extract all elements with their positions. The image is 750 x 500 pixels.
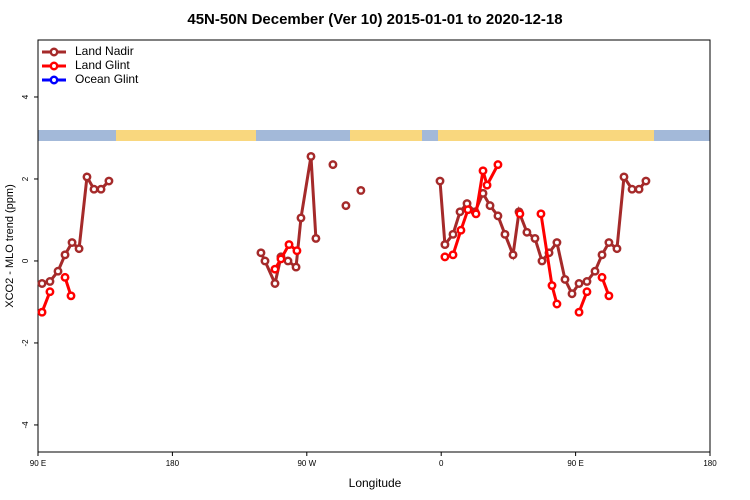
data-point bbox=[619, 172, 629, 182]
data-point bbox=[292, 246, 302, 256]
data-point bbox=[597, 272, 607, 282]
data-point bbox=[82, 172, 92, 182]
data-point bbox=[612, 244, 622, 254]
data-point bbox=[537, 256, 547, 266]
y-tick-label: 0 bbox=[21, 258, 30, 263]
data-point bbox=[485, 201, 495, 211]
data-point bbox=[104, 176, 114, 186]
data-point bbox=[634, 184, 644, 194]
series-line bbox=[41, 156, 648, 297]
data-point bbox=[574, 279, 584, 288]
data-point bbox=[270, 279, 280, 288]
data-point bbox=[604, 291, 614, 301]
data-point bbox=[515, 209, 525, 219]
y-tick-label: -2 bbox=[21, 339, 30, 347]
data-point bbox=[96, 184, 106, 194]
legend-marker bbox=[49, 61, 59, 71]
data-point bbox=[89, 184, 99, 194]
data-point bbox=[448, 229, 458, 239]
series-line bbox=[40, 163, 611, 313]
data-point bbox=[53, 266, 63, 276]
data-point bbox=[560, 274, 570, 284]
data-point bbox=[291, 262, 301, 272]
data-point bbox=[627, 184, 637, 194]
data-point bbox=[356, 186, 366, 195]
data-point bbox=[270, 264, 280, 274]
legend-marker bbox=[49, 47, 59, 57]
data-point bbox=[283, 256, 293, 266]
x-tick-label: 180 bbox=[703, 459, 717, 468]
chart-title: 45N-50N December (Ver 10) 2015-01-01 to … bbox=[187, 11, 562, 28]
data-point bbox=[597, 250, 607, 260]
x-axis-label: Longitude bbox=[349, 476, 402, 490]
data-point bbox=[60, 250, 70, 260]
data-point bbox=[641, 176, 651, 186]
y-tick-label: 4 bbox=[21, 94, 30, 99]
data-point bbox=[66, 291, 76, 301]
data-point bbox=[455, 207, 465, 217]
legend-label: Ocean Glint bbox=[75, 72, 139, 86]
data-point bbox=[328, 160, 338, 170]
data-point bbox=[463, 205, 473, 215]
data-point bbox=[284, 240, 294, 250]
data-point bbox=[552, 238, 562, 247]
data-point bbox=[604, 238, 614, 247]
map-strip bbox=[38, 130, 710, 141]
data-point bbox=[311, 233, 321, 243]
data-point bbox=[482, 180, 492, 190]
data-point bbox=[493, 160, 503, 170]
y-tick-label: -4 bbox=[21, 421, 30, 429]
data-point bbox=[478, 166, 488, 176]
data-point bbox=[456, 225, 466, 235]
x-tick-label: 90 E bbox=[567, 459, 583, 468]
data-point bbox=[574, 307, 584, 317]
data-point bbox=[306, 151, 316, 161]
data-point bbox=[508, 250, 518, 260]
data-point bbox=[37, 279, 47, 288]
data-point bbox=[522, 227, 532, 237]
data-point bbox=[260, 256, 270, 266]
plot-frame bbox=[37, 39, 711, 453]
data-point bbox=[341, 201, 351, 211]
data-point bbox=[582, 277, 592, 286]
data-point bbox=[440, 252, 450, 262]
x-tick-label: 180 bbox=[166, 459, 180, 468]
data-point bbox=[582, 287, 592, 297]
data-point bbox=[435, 176, 445, 186]
data-point bbox=[440, 240, 450, 250]
data-point bbox=[536, 209, 546, 219]
data-point bbox=[567, 289, 577, 299]
data-point bbox=[500, 229, 510, 239]
legend-label: Land Glint bbox=[75, 58, 130, 72]
y-tick-label: 2 bbox=[21, 176, 30, 181]
data-point bbox=[590, 266, 600, 276]
data-point bbox=[493, 211, 503, 221]
x-tick-label: 90 W bbox=[297, 459, 316, 468]
data-point bbox=[296, 213, 306, 223]
data-point bbox=[45, 287, 55, 297]
data-point bbox=[45, 277, 55, 286]
x-tick-label: 90 E bbox=[30, 459, 46, 468]
data-point bbox=[547, 281, 557, 291]
data-point bbox=[67, 238, 77, 247]
data-point bbox=[37, 307, 47, 317]
legend-marker bbox=[49, 75, 59, 85]
data-point bbox=[74, 244, 84, 254]
data-point bbox=[276, 254, 286, 264]
data-point bbox=[552, 299, 562, 309]
data-point bbox=[448, 250, 458, 260]
data-point bbox=[60, 272, 70, 282]
x-tick-label: 0 bbox=[439, 459, 444, 468]
y-axis-label: XCO2 - MLO trend (ppm) bbox=[4, 184, 16, 307]
data-point bbox=[471, 209, 481, 219]
data-point bbox=[530, 233, 540, 243]
data-point bbox=[256, 248, 266, 258]
legend-label: Land Nadir bbox=[75, 44, 134, 58]
